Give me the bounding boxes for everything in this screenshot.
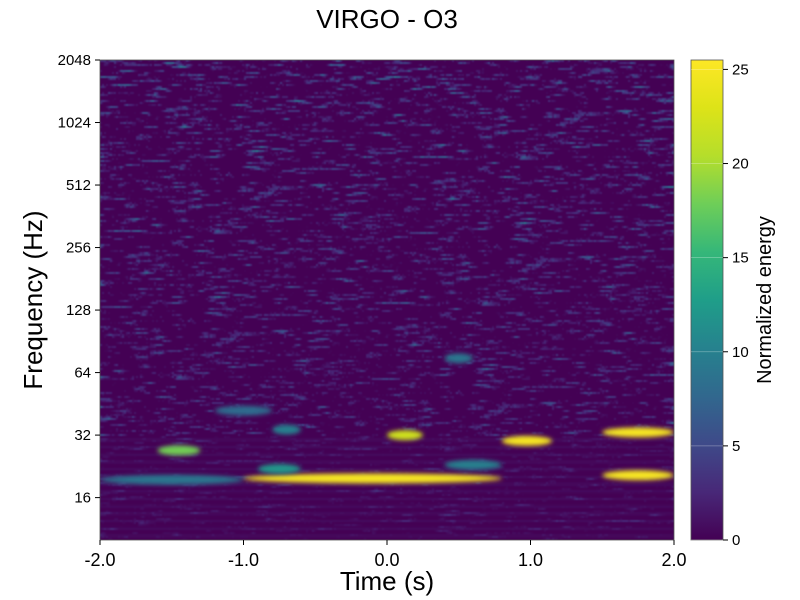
energy-blob bbox=[272, 424, 301, 435]
x-tick-label: -1.0 bbox=[228, 550, 259, 570]
energy-blob bbox=[444, 459, 502, 470]
colorbar-tick-label: 25 bbox=[732, 61, 749, 78]
x-tick-label: 0.0 bbox=[374, 550, 399, 570]
colorbar: 0 5 10 15 20 25 Normalized energy bbox=[690, 59, 776, 549]
y-tick-label: 1024 bbox=[58, 115, 91, 132]
colorbar-tick-label: 15 bbox=[732, 250, 749, 267]
heatmap-image bbox=[100, 60, 674, 540]
energy-blob bbox=[602, 427, 674, 438]
energy-blob bbox=[157, 445, 201, 456]
colorbar-gradient bbox=[690, 59, 724, 541]
y-axis: 16 32 64 128 256 512 1024 2048 bbox=[58, 52, 100, 507]
y-tick-label: 32 bbox=[74, 427, 91, 444]
colorbar-tick-label: 10 bbox=[732, 344, 749, 361]
y-tick-label: 64 bbox=[74, 365, 91, 382]
x-tick-label: 1.0 bbox=[518, 550, 543, 570]
x-axis: -2.0 -1.0 0.0 1.0 2.0 bbox=[84, 540, 687, 570]
energy-blob bbox=[444, 353, 474, 364]
energy-blob bbox=[602, 470, 674, 481]
energy-features bbox=[100, 353, 674, 485]
colorbar-tick-label: 20 bbox=[732, 156, 749, 173]
x-tick-label: 2.0 bbox=[661, 550, 686, 570]
x-axis-label: Time (s) bbox=[340, 566, 434, 596]
energy-blob bbox=[100, 474, 244, 485]
plot-area bbox=[99, 59, 675, 541]
chart-title: VIRGO - O3 bbox=[316, 4, 458, 34]
y-tick-label: 128 bbox=[66, 302, 91, 319]
x-tick-label: -2.0 bbox=[84, 550, 115, 570]
y-tick-label: 512 bbox=[66, 177, 91, 194]
energy-blob bbox=[501, 435, 553, 446]
energy-blob bbox=[214, 405, 273, 416]
energy-blob bbox=[257, 463, 301, 474]
energy-blob bbox=[387, 430, 423, 441]
y-tick-label: 256 bbox=[66, 240, 91, 257]
y-tick-label: 2048 bbox=[58, 52, 91, 69]
colorbar-tick-label: 0 bbox=[732, 532, 740, 549]
colorbar-label: Normalized energy bbox=[754, 216, 776, 384]
y-axis-label: Frequency (Hz) bbox=[18, 210, 48, 389]
energy-blob bbox=[243, 473, 502, 484]
colorbar-ticks: 0 5 10 15 20 25 bbox=[691, 61, 749, 549]
y-tick-label: 16 bbox=[74, 490, 91, 507]
colorbar-tick-label: 5 bbox=[732, 438, 740, 455]
